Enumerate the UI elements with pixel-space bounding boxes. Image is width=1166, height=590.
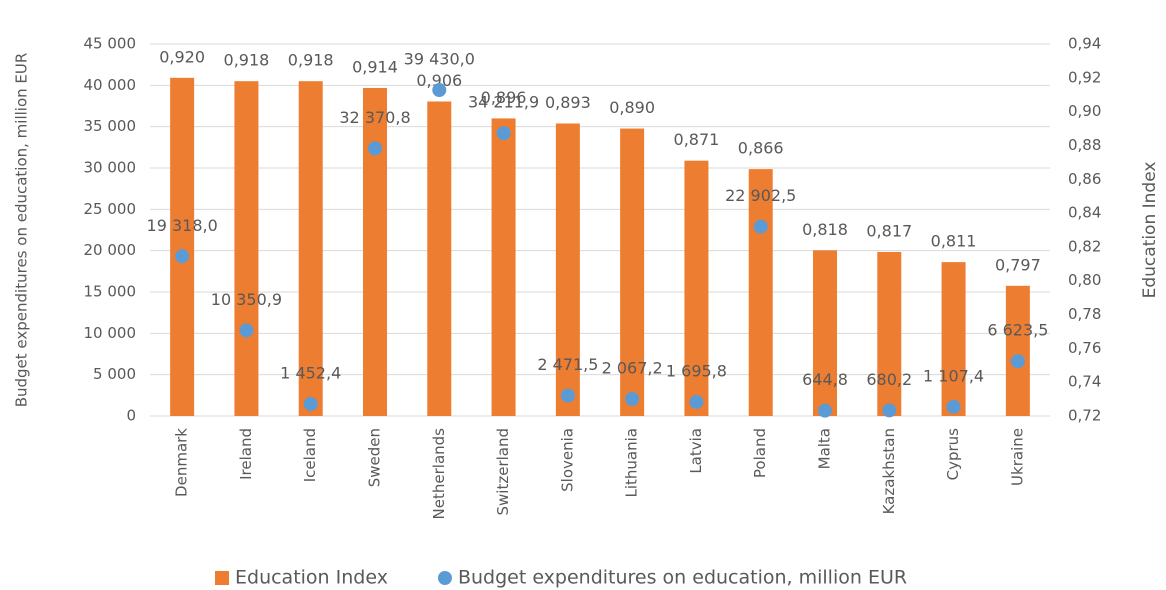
x-tick-label: Latvia (687, 428, 705, 474)
bar-value-label: 0,817 (866, 221, 912, 240)
legend-label: Education Index (235, 567, 388, 589)
bar (813, 250, 837, 416)
bar-value-label: 0,896 (481, 88, 527, 107)
y2-tick-label: 0,94 (1068, 35, 1101, 53)
point-value-label: 2 067,2 (602, 358, 663, 377)
y2-tick-label: 0,72 (1068, 407, 1101, 425)
bar (298, 81, 323, 416)
x-tick-label: Slovenia (558, 428, 576, 492)
y2-axis-title: Education Index (1140, 162, 1160, 299)
x-tick-label: Sweden (366, 428, 384, 487)
bar (234, 81, 259, 416)
bar (555, 123, 580, 417)
bar (427, 101, 452, 416)
legend-label: Budget expenditures on education, millio… (458, 567, 907, 589)
x-tick-label: Cyprus (944, 428, 962, 481)
point (432, 83, 447, 98)
x-tick-label: Switzerland (494, 428, 512, 516)
point (689, 394, 704, 409)
x-tick-label: Kazakhstan (880, 428, 898, 514)
y2-tick-label: 0,80 (1068, 271, 1101, 289)
point-value-label: 680,2 (866, 370, 912, 389)
bar (941, 262, 966, 416)
y-axis-title: Budget expenditures on education, millio… (13, 53, 31, 408)
y-tick-label: 10 000 (84, 324, 137, 342)
x-tick-label: Iceland (301, 428, 319, 482)
x-tick-label: Ireland (237, 428, 255, 480)
bar (170, 77, 195, 417)
legend-swatch (437, 571, 452, 585)
y-tick-label: 5 000 (93, 365, 136, 383)
y-tick-label: 20 000 (84, 241, 137, 259)
point (753, 219, 768, 234)
bar-value-label: 0,918 (224, 51, 270, 70)
point (625, 391, 640, 406)
y2-tick-label: 0,88 (1068, 136, 1101, 154)
bar (877, 251, 902, 416)
point (239, 323, 254, 338)
point (368, 141, 382, 156)
point (496, 126, 511, 141)
y-tick-label: 35 000 (84, 117, 137, 135)
point (818, 403, 832, 418)
point (175, 249, 190, 264)
y2-tick-label: 0,82 (1068, 237, 1101, 255)
point (882, 403, 897, 418)
bar-value-label: 0,906 (416, 71, 462, 90)
x-tick-label: Ukraine (1008, 428, 1026, 486)
point (560, 388, 575, 403)
x-tick-label: Poland (751, 428, 769, 478)
y2-tick-label: 0,74 (1068, 373, 1101, 391)
bar-value-label: 0,914 (352, 57, 398, 76)
bar-value-label: 0,871 (674, 130, 720, 149)
y-tick-label: 45 000 (84, 35, 137, 53)
point-value-label: 1 695,8 (666, 361, 727, 380)
y-tick-label: 25 000 (84, 200, 137, 218)
bar (363, 87, 387, 417)
bar-value-label: 0,920 (159, 47, 205, 66)
point-value-label: 1 107,4 (923, 366, 984, 385)
x-tick-label: Denmark (173, 428, 191, 497)
point-value-label: 39 430,0 (404, 50, 475, 69)
y2-tick-label: 0,84 (1068, 204, 1101, 222)
y-tick-label: 15 000 (84, 283, 137, 301)
point-value-label: 1 452,4 (280, 363, 341, 382)
y2-tick-label: 0,90 (1068, 102, 1101, 120)
bar-value-label: 0,811 (931, 232, 977, 251)
bar-value-label: 0,890 (609, 98, 655, 117)
point (303, 396, 318, 411)
point (1010, 354, 1025, 369)
bar (748, 169, 773, 416)
point-value-label: 19 318,0 (147, 216, 218, 235)
bar (620, 128, 645, 416)
bar (684, 160, 709, 416)
legend-swatch (215, 571, 229, 585)
y2-tick-label: 0,86 (1068, 170, 1101, 188)
point-value-label: 32 370,8 (339, 108, 410, 127)
bar-value-label: 0,818 (802, 220, 848, 239)
point (946, 399, 961, 414)
point-value-label: 644,8 (802, 370, 848, 389)
point-value-label: 34 211,9 (468, 93, 539, 112)
y2-tick-label: 0,76 (1068, 339, 1101, 357)
bar-value-label: 0,797 (995, 255, 1041, 274)
point-value-label: 22 902,5 (725, 186, 796, 205)
x-tick-label: Malta (816, 428, 834, 469)
point-value-label: 6 623,5 (987, 321, 1048, 340)
y-tick-label: 30 000 (84, 159, 137, 177)
x-tick-label: Netherlands (430, 428, 448, 520)
bar-value-label: 0,918 (288, 51, 334, 70)
x-tick-label: Lithuania (623, 428, 641, 497)
y2-tick-label: 0,78 (1068, 305, 1101, 323)
point-value-label: 10 350,9 (211, 290, 282, 309)
bar-value-label: 0,893 (545, 93, 591, 112)
y2-tick-label: 0,92 (1068, 68, 1101, 86)
y-tick-label: 0 (126, 407, 136, 425)
bar-value-label: 0,866 (738, 139, 784, 158)
bar (1005, 285, 1030, 416)
bar (491, 118, 516, 417)
y-tick-label: 40 000 (84, 76, 137, 94)
point-value-label: 2 471,5 (537, 355, 598, 374)
